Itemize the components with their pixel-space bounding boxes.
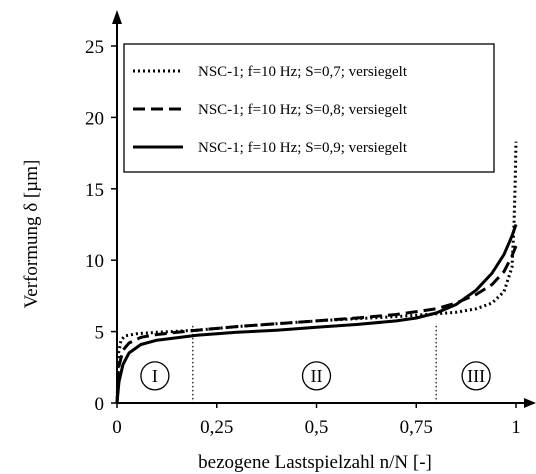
legend: NSC-1; f=10 Hz; S=0,7; versiegelt NSC-1; …	[123, 43, 495, 173]
series-line	[115, 245, 518, 404]
y-axis-label: Verformung δ [µm]	[21, 160, 42, 309]
x-tick-label: 0	[112, 417, 122, 438]
phase-label: II	[311, 366, 323, 386]
x-axis-label: bezogene Lastspielzahl n/N [-]	[198, 452, 432, 473]
y-tick-label: 10	[85, 251, 104, 272]
x-tick-label: 0,25	[200, 417, 233, 438]
x-tick-label: 0,5	[305, 417, 329, 438]
legend-label: NSC-1; f=10 Hz; S=0,8; versiegelt	[198, 102, 408, 118]
y-tick-label: 25	[85, 37, 104, 58]
x-tick-label: 1	[511, 417, 521, 438]
x-tick-label: 0,75	[400, 417, 433, 438]
phase-label-circle	[461, 361, 491, 391]
phase-label: I	[152, 366, 158, 386]
axes	[112, 10, 536, 408]
y-axis-arrow	[112, 10, 122, 24]
y-tick-label: 5	[95, 323, 105, 344]
series-line	[115, 224, 518, 404]
series-lines	[115, 141, 518, 404]
phase-markers: I II III	[140, 325, 491, 403]
phase-label-circle	[301, 361, 332, 391]
legend-label: NSC-1; f=10 Hz; S=0,9; versiegelt	[198, 140, 408, 156]
y-tick-label: 15	[85, 180, 104, 201]
phase-label-circle	[140, 361, 170, 391]
legend-label: NSC-1; f=10 Hz; S=0,7; versiegelt	[198, 64, 408, 80]
phase-label: III	[467, 366, 485, 386]
axis-ticks: 0 5 10 15 20 25 0 0,25 0,5 0,75 1	[85, 37, 521, 438]
x-axis-arrow	[524, 398, 536, 408]
y-tick-label: 20	[85, 108, 104, 129]
y-tick-label: 0	[95, 394, 105, 415]
legend-box	[123, 43, 495, 173]
